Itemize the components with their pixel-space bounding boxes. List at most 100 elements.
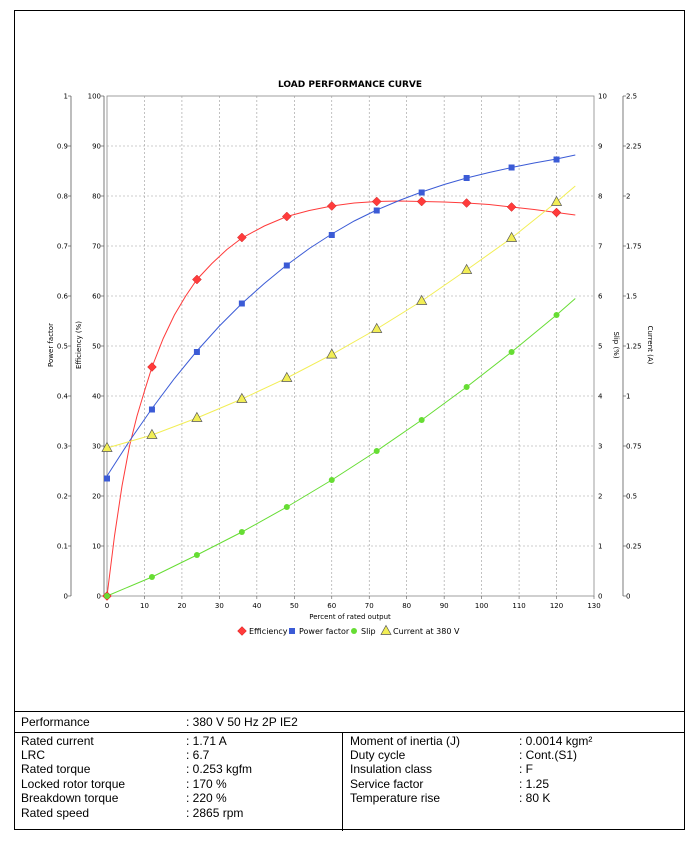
chart-markers	[101, 156, 563, 601]
chart-grid	[106, 95, 595, 597]
efficiency-point	[371, 196, 382, 207]
load-performance-chart: 0 10 20 30 40 50 60 70 80 90 100 110 120 13000.10.20.…	[47, 80, 654, 636]
power-factor-point	[463, 175, 470, 181]
spec-value: : 0.0014 kgm²	[519, 734, 593, 748]
efficiency-point	[147, 362, 157, 372]
spec-value: : 2865 rpm	[186, 806, 244, 820]
y-tick-label: 50	[92, 343, 101, 351]
power-factor-point	[508, 164, 515, 171]
power-factor-point	[418, 189, 425, 196]
spec-label: Service factor	[350, 777, 424, 791]
slip-point	[553, 312, 560, 318]
current-at-380-v-point	[281, 371, 293, 382]
x-tick-label: 100	[475, 602, 488, 610]
chart-title: LOAD PERFORMANCE CURVE	[278, 80, 422, 90]
efficiency-point	[461, 198, 472, 208]
spec-value: : 1.25	[519, 777, 550, 791]
slip-point	[283, 504, 290, 510]
y-tick-label: 30	[92, 443, 101, 451]
y-tick-label: 10	[92, 543, 101, 551]
power-factor-legend-marker	[289, 628, 295, 634]
y-tick-label: 0.7	[57, 243, 68, 251]
slip-point	[463, 384, 470, 390]
chart-axes: 0 10 20 30 40 50 60 70 80 90 100 110 120 13000.10.20.…	[57, 93, 642, 611]
efficiency-point	[551, 207, 562, 218]
y-tick-label: 10	[598, 93, 607, 101]
power-factor-point	[553, 156, 560, 163]
current-at-380-v-point	[550, 195, 563, 206]
y-tick-label: 0.4	[57, 393, 69, 401]
y-tick-label: 0.8	[57, 193, 68, 201]
x-tick-label: 130	[587, 602, 600, 610]
y-tick-label: 1.5	[626, 293, 637, 301]
x-tick-label: 80	[402, 602, 411, 610]
specs-table: Performance : 380 V 50 Hz 2P IE2 Rated c…	[15, 711, 685, 831]
y-tick-label: 2.25	[626, 143, 642, 151]
current-at-380-v-legend-marker	[380, 624, 392, 635]
y-tick-label: 9	[598, 143, 602, 151]
efficiency-point	[416, 196, 427, 207]
slip-point	[104, 593, 110, 599]
y-tick-label: 3	[598, 443, 602, 451]
y-tick-label: 2.5	[626, 93, 637, 101]
efficiency-legend-label: Efficiency	[249, 627, 288, 636]
spec-label: Insulation class	[350, 762, 433, 776]
slip-point	[328, 477, 335, 483]
efficiency-point	[326, 201, 337, 211]
x-tick-label: 40	[252, 602, 261, 610]
spec-label: Temperature rise	[350, 791, 441, 805]
y-tick-label: 4	[598, 393, 603, 401]
power-factor-point	[328, 232, 335, 238]
x-tick-label: 60	[327, 602, 336, 610]
x-tick-label: 0	[105, 602, 109, 610]
x-axis-label: Percent of rated output	[309, 613, 391, 621]
y-tick-label: 1	[64, 93, 68, 101]
spec-value: : Cont.(S1)	[519, 748, 578, 762]
chart-legend: Efficiency Power factor Slip Current at 380…	[237, 624, 460, 636]
power-factor-point	[238, 300, 245, 307]
y-tick-label: 70	[92, 243, 101, 251]
y-tick-label: 7	[598, 243, 602, 251]
power-factor-point	[148, 406, 155, 413]
performance-value: : 380 V 50 Hz 2P IE2	[186, 715, 298, 729]
spec-value: : 1.71 A	[186, 734, 227, 748]
y-tick-label: 1.25	[626, 343, 642, 351]
y-tick-label: 100	[88, 93, 101, 101]
spec-label: Rated speed	[21, 806, 90, 820]
slip-curve	[106, 298, 576, 597]
power-factor-legend-label: Power factor	[299, 627, 350, 636]
current-at-380-v-curve	[106, 185, 576, 449]
efficiency-legend-marker	[237, 626, 247, 636]
current-at-380-v-legend-label: Current at 380 V	[393, 627, 460, 636]
slip-point	[418, 417, 425, 423]
current-at-380-v-point	[461, 263, 473, 274]
x-tick-label: 30	[215, 602, 224, 610]
x-tick-label: 90	[440, 602, 449, 610]
y-tick-label: 40	[92, 393, 101, 401]
spec-value: : 6.7	[186, 748, 210, 762]
spec-label: Duty cycle	[350, 748, 406, 762]
current-at-380-v-point	[505, 231, 518, 242]
spec-value: : 170 %	[186, 777, 227, 791]
spec-label: Locked rotor torque	[21, 777, 126, 791]
current-at-380-v-point	[191, 411, 203, 422]
spec-label: Rated current	[21, 734, 94, 748]
current-at-380-v-point	[101, 441, 113, 452]
y-axis-label-efficiency: Efficiency (%)	[75, 321, 83, 369]
x-tick-label: 110	[512, 602, 525, 610]
y-tick-label: 5	[598, 343, 602, 351]
y-axis-label-current: Current (A)	[646, 326, 654, 365]
y-tick-label: 90	[92, 143, 101, 151]
y-tick-label: 60	[92, 293, 101, 301]
spec-value: : 80 K	[519, 791, 551, 805]
efficiency-point	[237, 232, 247, 243]
y-tick-label: 0.2	[57, 493, 68, 501]
power-factor-curve	[106, 154, 576, 477]
y-tick-label: 0.1	[57, 543, 68, 551]
y-axis-label-power-factor: Power factor	[47, 323, 55, 367]
power-factor-point	[373, 207, 380, 214]
spec-label: Breakdown torque	[21, 791, 119, 805]
y-tick-label: 1	[598, 543, 602, 551]
slip-point	[373, 448, 380, 454]
slip-point	[238, 529, 245, 535]
